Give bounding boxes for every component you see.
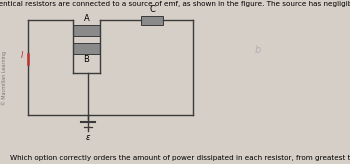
- Text: B: B: [84, 55, 90, 64]
- Text: b: b: [255, 45, 261, 55]
- Text: Which option correctly orders the amount of power dissipated in each resistor, f: Which option correctly orders the amount…: [10, 155, 350, 161]
- Text: © Macmillan Learning: © Macmillan Learning: [1, 51, 7, 105]
- Text: C: C: [149, 4, 155, 13]
- Bar: [141, 16, 163, 24]
- Bar: [73, 43, 100, 54]
- Text: ε: ε: [86, 133, 90, 142]
- Text: Three identical resistors are connected to a source of emf, as shown in the figu: Three identical resistors are connected …: [0, 1, 350, 7]
- Text: A: A: [84, 14, 89, 23]
- Text: I: I: [21, 51, 23, 60]
- Bar: [73, 25, 100, 36]
